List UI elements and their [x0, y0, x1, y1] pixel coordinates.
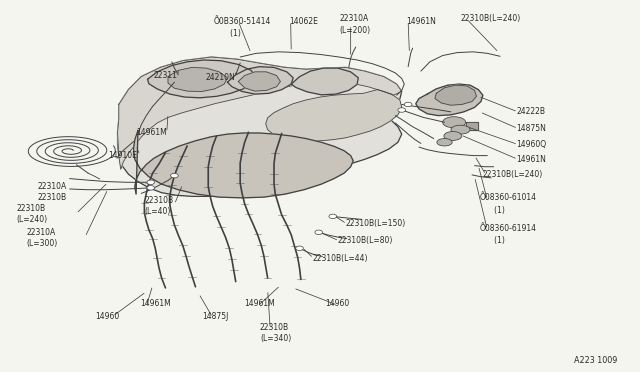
Text: 22310B(L=150): 22310B(L=150) — [346, 219, 406, 228]
Text: 14960Q: 14960Q — [516, 140, 547, 149]
Text: 22310B(L=44): 22310B(L=44) — [312, 254, 368, 263]
Text: 14961N: 14961N — [516, 155, 547, 164]
Text: 22310A: 22310A — [339, 14, 369, 23]
Polygon shape — [266, 90, 402, 141]
Text: 22310B(L=240): 22310B(L=240) — [483, 170, 543, 179]
Text: (1): (1) — [223, 29, 241, 38]
Text: (L=240): (L=240) — [17, 215, 48, 224]
Circle shape — [398, 108, 406, 112]
Polygon shape — [435, 85, 476, 105]
Polygon shape — [134, 131, 353, 198]
Text: 14910E: 14910E — [108, 151, 137, 160]
Text: (1): (1) — [487, 206, 505, 215]
Text: 22310B(L=80): 22310B(L=80) — [338, 236, 393, 246]
Text: (L=340): (L=340) — [260, 334, 291, 343]
Text: 14961M: 14961M — [140, 299, 171, 308]
Polygon shape — [118, 57, 402, 169]
Text: Õ0B360-51414: Õ0B360-51414 — [213, 17, 271, 26]
Text: 22310B(L=240): 22310B(L=240) — [461, 14, 521, 23]
Text: A223 1009: A223 1009 — [574, 356, 618, 365]
Text: 14960: 14960 — [325, 299, 349, 308]
Text: 24210N: 24210N — [205, 73, 235, 82]
Polygon shape — [238, 72, 280, 91]
Text: 14961M: 14961M — [136, 128, 167, 137]
Text: 22310A: 22310A — [38, 182, 67, 190]
Text: (L=40): (L=40) — [145, 207, 171, 216]
Text: Õ08360-61014: Õ08360-61014 — [479, 193, 537, 202]
Circle shape — [329, 214, 337, 219]
Text: 14875N: 14875N — [516, 124, 547, 133]
Polygon shape — [118, 57, 402, 196]
Polygon shape — [148, 60, 256, 98]
Text: 14961N: 14961N — [406, 17, 436, 26]
Circle shape — [315, 230, 323, 235]
Text: 14960: 14960 — [95, 312, 120, 321]
Ellipse shape — [451, 125, 470, 134]
Text: 14875J: 14875J — [202, 312, 228, 321]
Text: 22310B: 22310B — [145, 196, 173, 205]
Circle shape — [296, 246, 303, 250]
Text: 22310B: 22310B — [38, 193, 67, 202]
Text: 22310A: 22310A — [26, 228, 56, 237]
Text: 22310B: 22310B — [260, 323, 289, 332]
Circle shape — [147, 180, 155, 185]
Text: 14961M: 14961M — [244, 299, 275, 308]
Text: 22311: 22311 — [154, 71, 178, 80]
Polygon shape — [168, 67, 227, 92]
Ellipse shape — [444, 132, 462, 140]
Circle shape — [404, 102, 412, 107]
Text: 22310B: 22310B — [17, 204, 46, 213]
Polygon shape — [466, 122, 478, 130]
Text: 14062E: 14062E — [289, 17, 318, 26]
Circle shape — [147, 186, 155, 190]
Polygon shape — [291, 68, 358, 95]
Ellipse shape — [437, 138, 452, 146]
Text: Õ08360-61914: Õ08360-61914 — [479, 224, 537, 233]
Text: (L=300): (L=300) — [26, 239, 58, 248]
Text: (L=200): (L=200) — [339, 26, 371, 35]
Polygon shape — [227, 67, 293, 94]
Circle shape — [171, 173, 178, 178]
Text: (1): (1) — [487, 236, 505, 246]
Polygon shape — [416, 84, 483, 116]
Ellipse shape — [443, 117, 466, 128]
Text: 24222B: 24222B — [516, 108, 546, 116]
